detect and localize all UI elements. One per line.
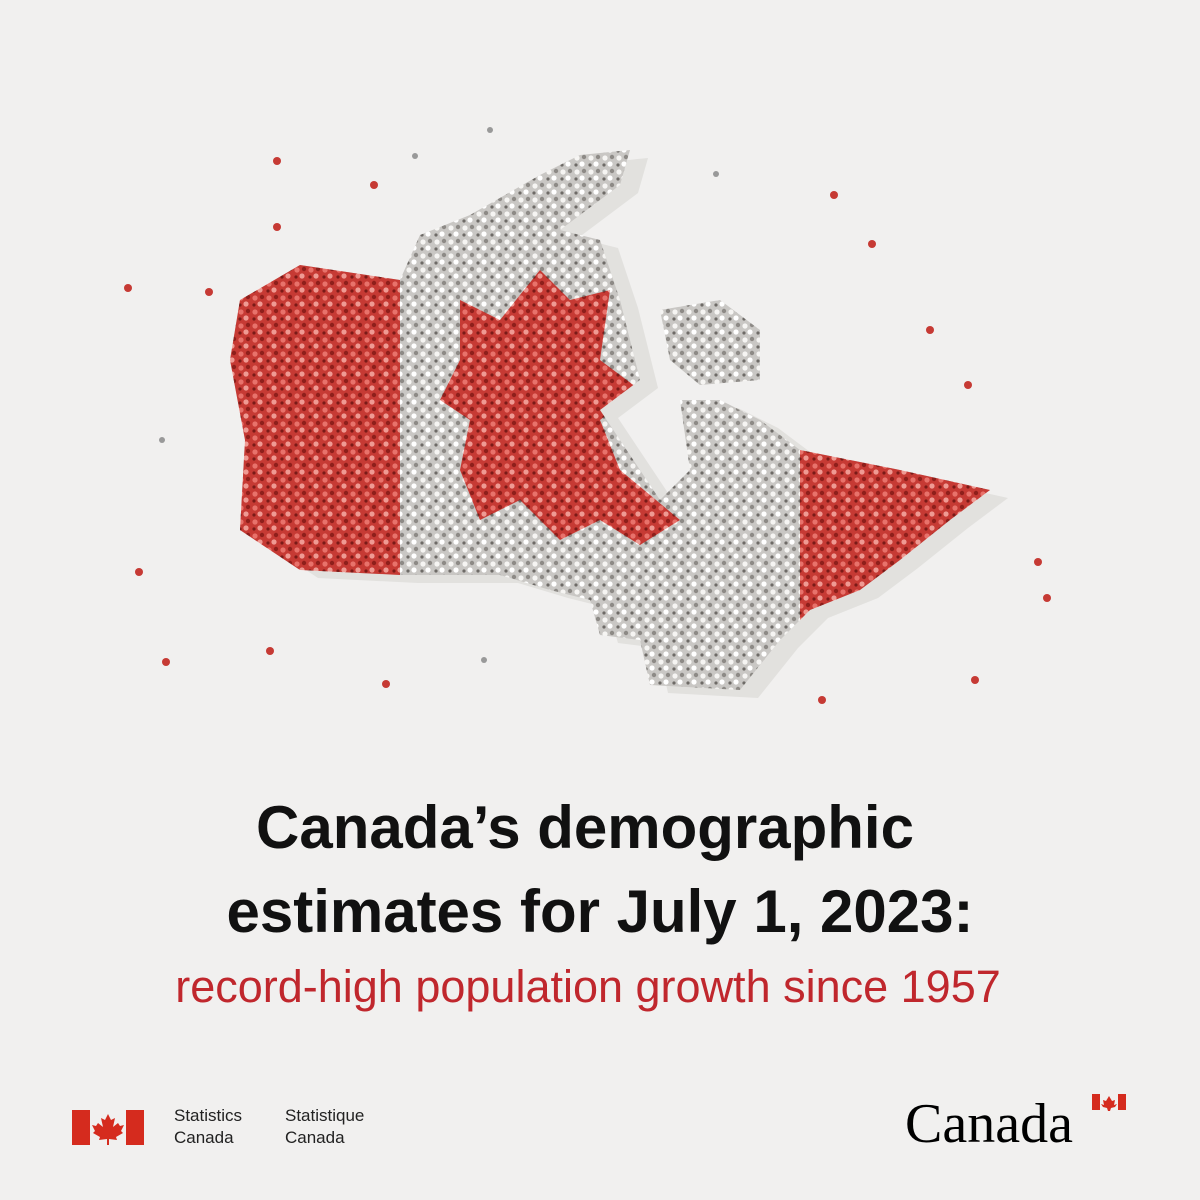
flag-bar xyxy=(126,1110,144,1145)
person xyxy=(868,240,876,248)
title-line: estimates for July 1, 2023: xyxy=(226,878,973,945)
person xyxy=(971,676,979,684)
map-maple-leaf xyxy=(440,270,680,545)
title-line: Canada’s demographic xyxy=(256,794,914,861)
person xyxy=(481,657,487,663)
wordmark: Canada xyxy=(905,1093,1073,1155)
person xyxy=(162,658,170,666)
person xyxy=(818,696,826,704)
logo-text: Statistique xyxy=(285,1106,364,1125)
logo-text: Canada xyxy=(174,1128,234,1147)
wordmark-maple-leaf xyxy=(1101,1096,1117,1111)
map-illustration xyxy=(230,150,1008,698)
wordmark-flag-bar xyxy=(1092,1094,1100,1110)
maple-leaf xyxy=(92,1114,124,1145)
person xyxy=(370,181,378,189)
person xyxy=(1043,594,1051,602)
person xyxy=(926,326,934,334)
flag-bar xyxy=(72,1110,90,1145)
person xyxy=(124,284,132,292)
person xyxy=(964,381,972,389)
map-red-band-left xyxy=(230,150,400,690)
person xyxy=(205,288,213,296)
scattered-people xyxy=(124,127,1051,704)
wordmark-flag-bar xyxy=(1118,1094,1126,1110)
person xyxy=(412,153,418,159)
logo-text: Canada xyxy=(285,1128,345,1147)
canada-wordmark: Canada xyxy=(905,1093,1126,1155)
person xyxy=(266,647,274,655)
person xyxy=(273,223,281,231)
person xyxy=(159,437,165,443)
person xyxy=(487,127,493,133)
map-red-band-right xyxy=(800,150,990,690)
logo-text: Statistics xyxy=(174,1106,242,1125)
person xyxy=(713,171,719,177)
person xyxy=(830,191,838,199)
subtitle: record-high population growth since 1957 xyxy=(175,961,1001,1012)
person xyxy=(135,568,143,576)
statcan-logo: Statistics Canada Statistique Canada xyxy=(72,1106,364,1147)
person xyxy=(273,157,281,165)
person xyxy=(382,680,390,688)
person xyxy=(1034,558,1042,566)
